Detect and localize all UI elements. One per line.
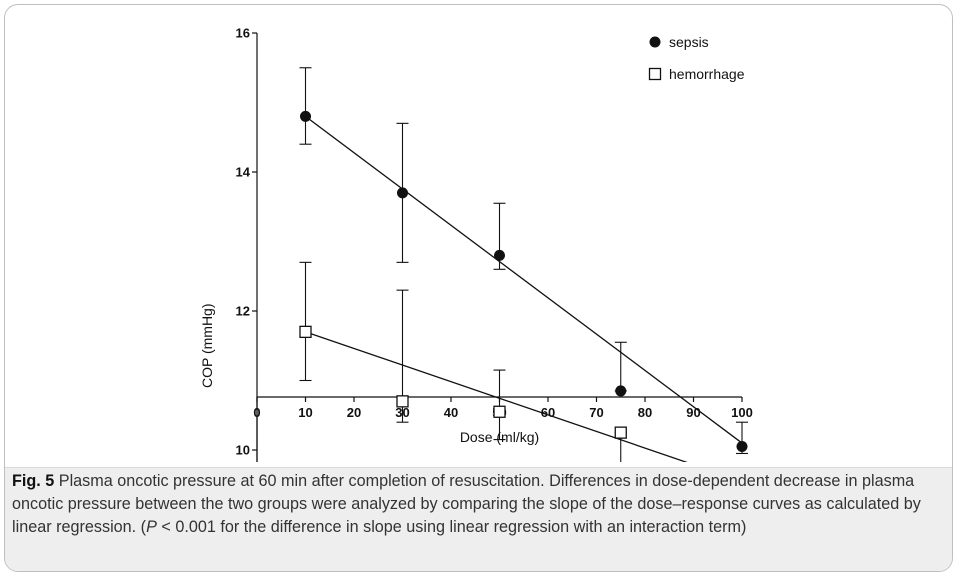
legend-label-hemorrhage: hemorrhage [669,66,745,82]
figure-caption: Fig. 5 Plasma oncotic pressure at 60 min… [12,470,942,539]
y-axis-title: COP (mmHg) [199,303,215,388]
caption-label: Fig. 5 [12,472,55,490]
caption-p-symbol: P [146,518,157,536]
caption-divider [5,467,952,468]
y-tick-label: 10 [236,443,250,458]
sepsis-point [300,110,311,122]
sepsis-regression-line [305,115,743,444]
sepsis-point [397,187,408,199]
sepsis-point [736,441,748,453]
y-tick-label: 16 [236,26,250,41]
legend-marker-hemorrhage [648,67,662,81]
caption-text-1: Plasma oncotic pressure at 60 min after … [12,472,921,536]
hemorrhage-point [614,426,627,439]
figure-frame [4,4,953,572]
x-tick-label: 70 [589,405,603,420]
hemorrhage-point [299,325,312,339]
y-tick-label: 12 [236,304,250,319]
x-tick-label: 100 [731,405,753,420]
y-tick-label: 14 [236,165,251,180]
caption-text-2: < 0.001 for the difference in slope usin… [156,518,747,536]
hemorrhage-point [396,395,409,408]
x-tick-label: 10 [298,405,312,420]
caption-background [5,468,952,571]
x-tick-label: 0 [253,405,260,420]
x-tick-label: 80 [638,405,652,420]
sepsis-point [494,249,505,261]
x-tick-label: 20 [347,405,361,420]
cop-dose-chart: 8101214160102030405060708090100Dose (ml/… [199,26,753,462]
x-tick-label: 40 [444,405,458,420]
legend-label-sepsis: sepsis [669,34,709,50]
hemorrhage-point [493,405,506,418]
sepsis-point [615,385,627,397]
hemorrhage-regression-line [305,331,688,462]
legend-marker-sepsis [649,36,661,48]
